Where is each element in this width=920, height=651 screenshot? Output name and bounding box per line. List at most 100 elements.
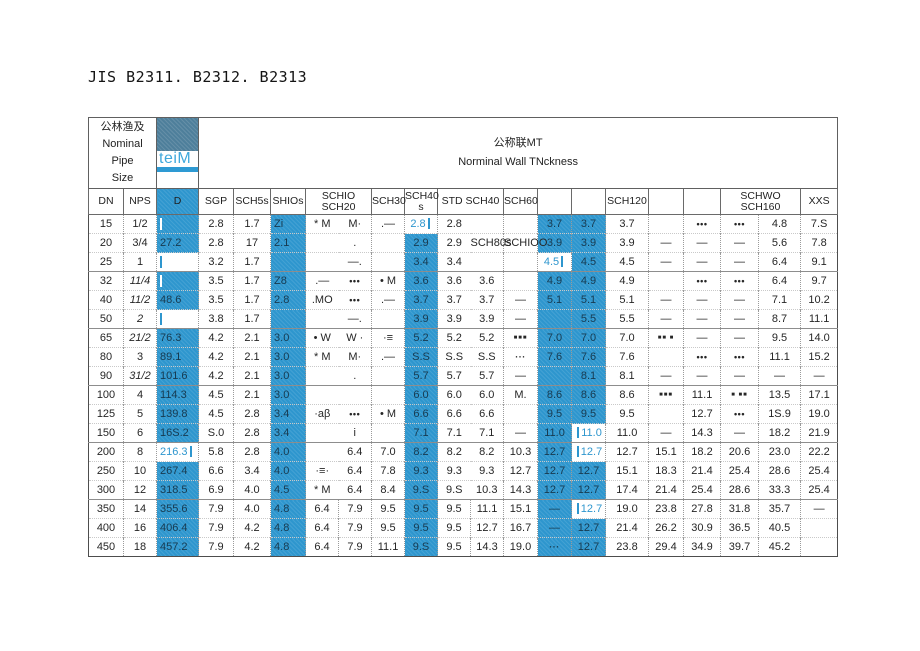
text-cursor <box>160 274 163 287</box>
cell-sh10s: 3.0 <box>270 347 306 367</box>
cell-sch5s: 1.7 <box>233 214 271 234</box>
cell-sch40: 7.1 <box>470 423 504 443</box>
cell-sgp: 4.2 <box>198 328 234 348</box>
cell-xxs: 14.0 <box>800 328 838 348</box>
cell-col18: — <box>683 309 721 329</box>
cell-sch40s: 3.7 <box>404 290 438 310</box>
cell-sgp: 7.9 <box>198 499 234 519</box>
cell-sgp: 4.5 <box>198 385 234 405</box>
cell-col18: 12.7 <box>683 404 721 424</box>
cell-col14: 7.0 <box>537 328 572 348</box>
cell-d <box>156 309 199 329</box>
cell-nps: 1 <box>122 252 157 272</box>
cell-col18: — <box>683 328 721 348</box>
cell-sch160: 6.4 <box>758 271 801 291</box>
cell-sch40s: 6.0 <box>404 385 438 405</box>
cell-sch120: 3.7 <box>605 214 649 234</box>
cell-nps: 6 <box>122 423 157 443</box>
cell-sgp: 3.8 <box>198 309 234 329</box>
cell-sgp: 4.2 <box>198 366 234 386</box>
cell-dn: 40 <box>88 290 124 310</box>
table-row-dn-100: 100 4 114.3 4.5 2.1 3.0 6.0 6.0 6.0 M. 8.6 8.6 8.6 ■■… <box>88 385 838 405</box>
cell-sgp: 7.9 <box>198 537 234 557</box>
cell-col18: — <box>683 290 721 310</box>
cell-sch40s: 6.6 <box>404 404 438 424</box>
cell-nps: 14 <box>122 499 157 519</box>
cell-nps: 11/4 <box>122 271 157 291</box>
cell-col14: 5.1 <box>537 290 572 310</box>
cell-col17: — <box>648 233 684 253</box>
col-header-sch30: SCH30 <box>371 188 406 215</box>
col-header-blank <box>648 188 685 215</box>
cell-col17: — <box>648 290 684 310</box>
cell-col18: 30.9 <box>683 518 721 538</box>
col-header-blank <box>683 188 722 215</box>
cell-xxs: 19.0 <box>800 404 838 424</box>
cell-dn: 15 <box>88 214 124 234</box>
cell-xxs: 11.1 <box>800 309 838 329</box>
cell-sch120: 7.0 <box>605 328 649 348</box>
cell-sch60: SCHIOO <box>503 233 547 253</box>
cell-sch40 <box>470 252 504 272</box>
cell-schwo: — <box>720 309 759 329</box>
table-row-dn-150: 150 6 16S.2 S.0 2.8 3.4 i 7.1 7.1 7.1—11.0 11.0 11.… <box>88 423 838 443</box>
cell-std: 9.3 <box>437 461 471 481</box>
cell-sch10 <box>305 423 339 443</box>
nominal-pipe-size-en2: Size <box>111 172 134 184</box>
cell-sch20: . <box>338 366 372 386</box>
cell-sch40: 6.6 <box>470 404 504 424</box>
cell-col15: 12.7 <box>571 499 606 519</box>
cell-col17: 18.3 <box>648 461 684 481</box>
cell-sch10 <box>305 442 339 462</box>
cell-sch40: 3.6 <box>470 271 504 291</box>
cell-nps: 16 <box>122 518 157 538</box>
cell-sch40s: 9.3 <box>404 461 438 481</box>
cell-col15: 12.7 <box>571 518 606 538</box>
table-row-dn-80: 80 3 89.1 4.2 2.1 3.0 * M M· .— S.S S.S S.S ··· 7.6 7.… <box>88 347 838 367</box>
cell-sch40s: 9.5 <box>404 518 438 538</box>
cell-sch40: 14.3 <box>470 537 504 557</box>
cell-sch5s: 4.2 <box>233 518 271 538</box>
cell-col15: 8.6 <box>571 385 606 405</box>
cell-sch5s: 2.8 <box>233 442 271 462</box>
cell-sh10s <box>270 252 306 272</box>
cell-sch40: 12.7 <box>470 518 504 538</box>
table-top-header-row: 公林渔及 Nominal Pipe Size teiM 公称联MT Normin… <box>87 117 839 189</box>
cell-sch30: .— <box>371 290 405 310</box>
text-cursor <box>577 427 580 438</box>
cell-dn: 250 <box>88 461 124 481</box>
cell-dn: 125 <box>88 404 124 424</box>
cell-sch160: 40.5 <box>758 518 801 538</box>
cell-col14: 4.5 <box>537 252 572 272</box>
cell-col17: 15.1 <box>648 442 684 462</box>
cell-sch120: 15.1 <box>605 461 649 481</box>
cell-sch40: 5.7 <box>470 366 504 386</box>
cell-sch5s: 2.8 <box>233 404 271 424</box>
cell-sch10: * M <box>305 347 339 367</box>
cell-xxs: 7.8 <box>800 233 838 253</box>
cell-sgp: S.0 <box>198 423 234 443</box>
cell-col17: 29.4 <box>648 537 684 557</box>
cell-sgp: 3.5 <box>198 290 234 310</box>
cell-col15: 3.9 <box>571 233 606 253</box>
cell-sch20: ••• <box>338 271 372 291</box>
cell-schwo: ••• <box>720 347 759 367</box>
cell-std: 5.2 <box>437 328 471 348</box>
cell-sch5s: 3.4 <box>233 461 271 481</box>
cell-sch60: — <box>503 366 538 386</box>
cell-std: S.S <box>437 347 471 367</box>
cell-sch40 <box>470 214 504 234</box>
cell-sch160: 28.6 <box>758 461 801 481</box>
cell-d <box>156 252 199 272</box>
cell-schwo: 36.5 <box>720 518 759 538</box>
cell-sch120: 9.5 <box>605 404 649 424</box>
cell-col17 <box>648 347 684 367</box>
cell-sch60 <box>503 271 538 291</box>
cell-sch60: 16.7 <box>503 518 538 538</box>
cell-sch40: 10.3 <box>470 480 504 500</box>
cell-schwo: ■ ■■ <box>720 385 759 405</box>
cell-col14: — <box>537 499 572 519</box>
cell-std: 3.9 <box>437 309 471 329</box>
cell-col18: 21.4 <box>683 461 721 481</box>
